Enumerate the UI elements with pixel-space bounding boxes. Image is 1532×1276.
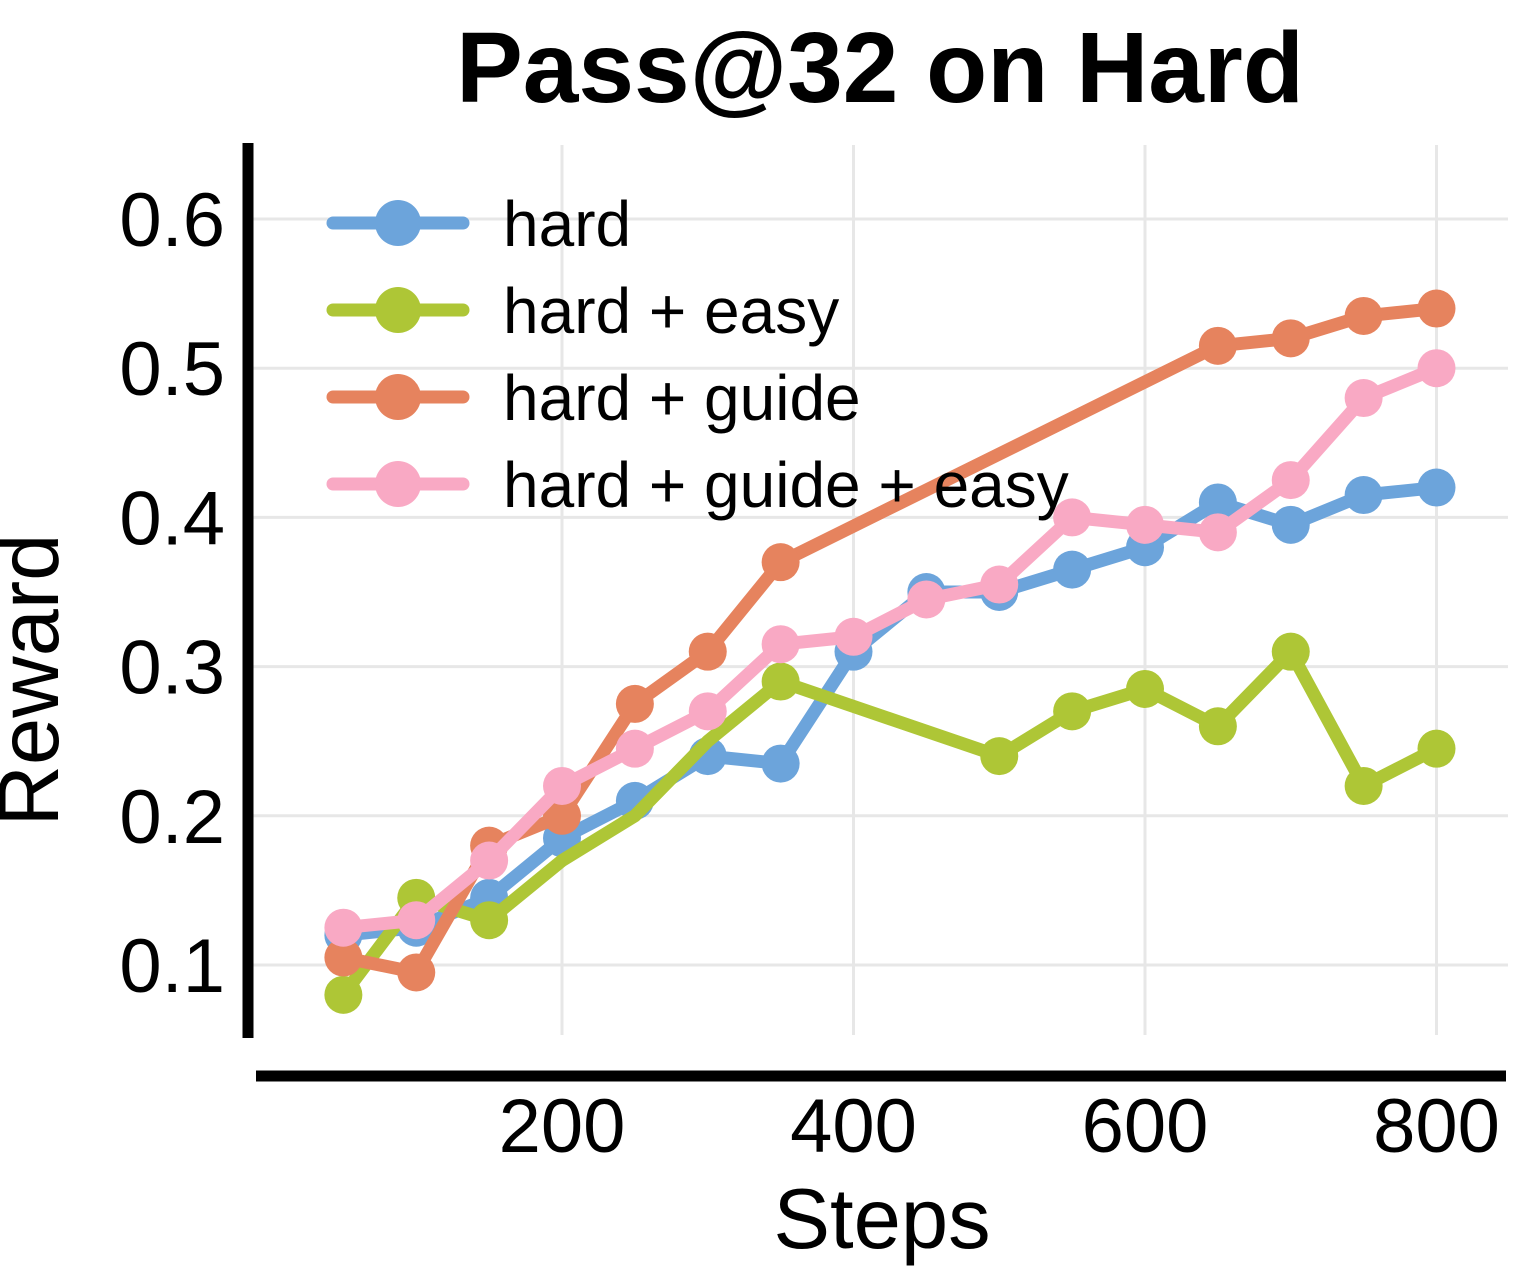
data-point-650 bbox=[1198, 326, 1237, 365]
series-hard-easy bbox=[324, 632, 1456, 1014]
y-axis-label: Reward bbox=[0, 534, 77, 827]
data-point-250 bbox=[615, 729, 654, 768]
data-point-150 bbox=[470, 841, 509, 880]
data-point-350 bbox=[761, 662, 800, 701]
data-point-350 bbox=[761, 543, 800, 582]
data-point-200 bbox=[543, 766, 581, 805]
data-point-650 bbox=[1198, 483, 1237, 522]
legend: hard hard + easy hard + guide hard + guide … bbox=[326, 188, 1069, 521]
legend-marker bbox=[375, 461, 421, 507]
data-point-700 bbox=[1271, 461, 1310, 500]
data-point-250 bbox=[615, 684, 654, 723]
data-point-350 bbox=[761, 744, 800, 783]
y-tick-label: 0.2 bbox=[119, 775, 225, 860]
data-point-50 bbox=[324, 975, 363, 1014]
legend-label: hard + guide bbox=[503, 362, 861, 434]
x-tick-label: 800 bbox=[1373, 1084, 1500, 1169]
series-line bbox=[336, 361, 1443, 935]
data-point-800 bbox=[1417, 289, 1456, 328]
x-tick-label: 200 bbox=[499, 1084, 626, 1169]
data-point-800 bbox=[1417, 468, 1456, 507]
data-point-100 bbox=[397, 901, 436, 940]
legend-marker bbox=[375, 200, 421, 246]
data-point-400 bbox=[834, 617, 873, 656]
data-point-750 bbox=[1344, 476, 1383, 515]
data-point-700 bbox=[1271, 632, 1310, 671]
data-point-800 bbox=[1417, 349, 1456, 388]
series-line bbox=[336, 481, 1443, 942]
data-point-350 bbox=[761, 625, 800, 664]
data-point-550 bbox=[1053, 550, 1092, 589]
data-point-750 bbox=[1344, 379, 1383, 418]
data-point-550 bbox=[1053, 692, 1092, 731]
x-tick-label: 600 bbox=[1082, 1084, 1209, 1169]
data-point-450 bbox=[907, 580, 946, 619]
series-line bbox=[336, 645, 1443, 1002]
y-tick-label: 0.4 bbox=[119, 476, 225, 561]
x-tick-label: 400 bbox=[790, 1084, 917, 1169]
data-point-700 bbox=[1271, 319, 1310, 358]
axis-spines bbox=[242, 143, 1506, 1082]
legend-marker bbox=[375, 374, 421, 420]
data-point-750 bbox=[1344, 766, 1383, 805]
data-point-500 bbox=[980, 565, 1019, 604]
y-tick-label: 0.6 bbox=[119, 178, 225, 263]
series-hard-guide-easy bbox=[324, 349, 1456, 947]
data-point-150 bbox=[470, 901, 509, 940]
data-point-100 bbox=[397, 953, 436, 992]
data-series bbox=[324, 289, 1456, 1014]
series-hard bbox=[324, 468, 1456, 955]
data-point-300 bbox=[688, 632, 727, 671]
y-tick-label: 0.1 bbox=[119, 924, 225, 1009]
data-point-750 bbox=[1344, 296, 1383, 335]
data-point-600 bbox=[1126, 505, 1164, 544]
data-point-800 bbox=[1417, 729, 1456, 768]
data-point-500 bbox=[980, 737, 1019, 776]
legend-label: hard + guide + easy bbox=[503, 449, 1069, 521]
data-point-600 bbox=[1126, 669, 1164, 708]
chart-title: Pass@32 on Hard bbox=[456, 12, 1304, 124]
legend-label: hard + easy bbox=[503, 275, 839, 347]
data-point-300 bbox=[688, 692, 727, 731]
data-point-50 bbox=[324, 908, 363, 947]
data-point-650 bbox=[1198, 707, 1237, 746]
data-point-700 bbox=[1271, 505, 1310, 544]
data-point-650 bbox=[1198, 513, 1237, 552]
tick-labels: 0.1 0.2 0.3 0.4 0.5 0.6 200 400 600 800 bbox=[119, 178, 1500, 1169]
y-tick-label: 0.3 bbox=[119, 626, 225, 711]
data-point-200 bbox=[543, 796, 581, 835]
data-point-50 bbox=[324, 938, 363, 977]
legend-marker bbox=[375, 287, 421, 333]
x-axis-label: Steps bbox=[773, 1172, 990, 1267]
legend-label: hard bbox=[503, 188, 631, 260]
data-point-550 bbox=[1053, 498, 1092, 537]
y-tick-label: 0.5 bbox=[119, 327, 225, 412]
